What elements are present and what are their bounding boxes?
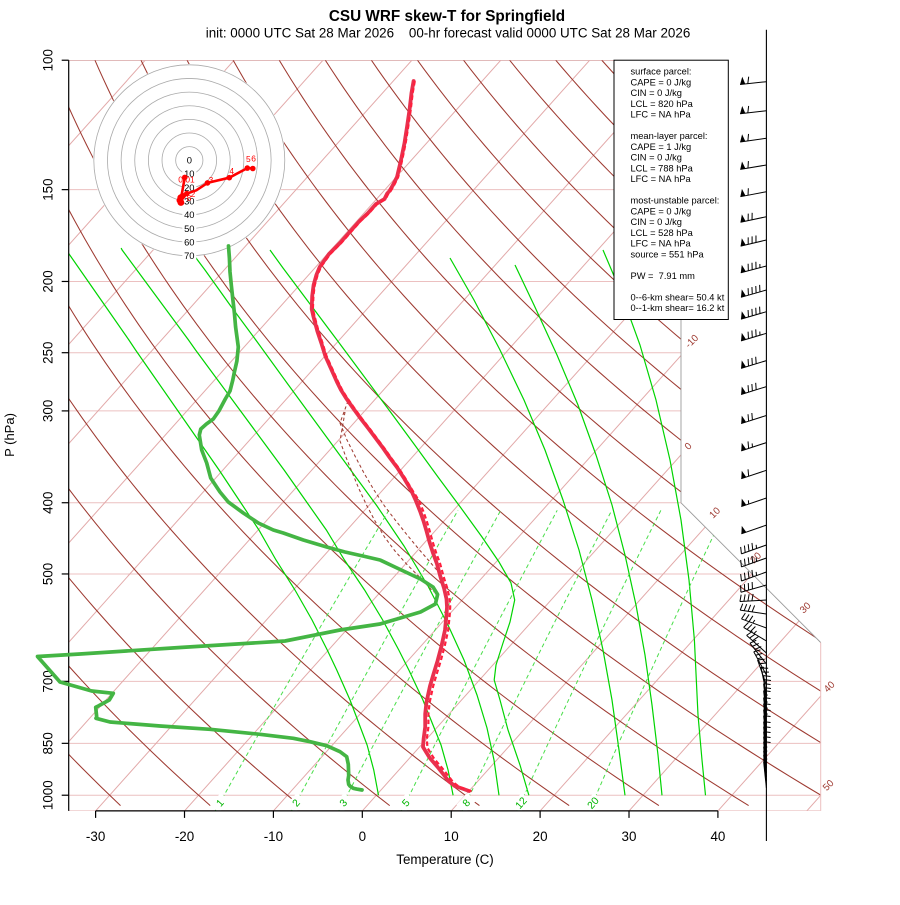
svg-text:LFC = NA hPa: LFC = NA hPa [631, 110, 692, 120]
svg-text:CAPE = 0 J/kg: CAPE = 0 J/kg [631, 206, 692, 216]
svg-text:LCL = 528 hPa: LCL = 528 hPa [631, 228, 694, 238]
svg-text:40: 40 [710, 829, 725, 844]
svg-text:LFC = NA hPa: LFC = NA hPa [631, 174, 692, 184]
svg-text:init: 0000 UTC Sat 28 Mar 2026: init: 0000 UTC Sat 28 Mar 2026 00-hr for… [206, 26, 691, 41]
svg-text:500: 500 [41, 563, 56, 585]
svg-text:0: 0 [178, 174, 183, 184]
svg-text:300: 300 [41, 400, 56, 422]
svg-text:source = 551 hPa: source = 551 hPa [631, 249, 705, 259]
svg-text:8: 8 [187, 193, 192, 203]
svg-text:150: 150 [41, 178, 56, 200]
svg-text:0--1-km shear= 16.2 kt: 0--1-km shear= 16.2 kt [631, 303, 725, 313]
svg-text:surface parcel:: surface parcel: [631, 67, 692, 77]
svg-text:-30: -30 [86, 829, 105, 844]
svg-text:mean-layer parcel:: mean-layer parcel: [631, 131, 708, 141]
svg-text:LCL = 788 hPa: LCL = 788 hPa [631, 163, 694, 173]
svg-text:30: 30 [622, 829, 637, 844]
svg-text:3: 3 [209, 175, 214, 185]
svg-text:6: 6 [251, 154, 256, 164]
svg-text:400: 400 [41, 492, 56, 514]
svg-text:01: 01 [185, 174, 195, 184]
svg-text:PW = 7.91 mm: PW = 7.91 mm [631, 271, 696, 281]
svg-text:CSU WRF skew-T for Springfield: CSU WRF skew-T for Springfield [329, 8, 565, 25]
svg-text:-10: -10 [264, 829, 283, 844]
svg-text:0: 0 [187, 155, 192, 166]
svg-text:most-unstable parcel:: most-unstable parcel: [631, 196, 720, 206]
svg-text:0: 0 [359, 829, 366, 844]
svg-text:250: 250 [41, 342, 56, 364]
svg-text:10: 10 [444, 829, 459, 844]
svg-text:Temperature (C): Temperature (C) [396, 852, 493, 867]
svg-text:70: 70 [184, 250, 194, 261]
svg-text:20: 20 [533, 829, 548, 844]
svg-text:60: 60 [184, 236, 194, 247]
svg-text:CAPE = 0 J/kg: CAPE = 0 J/kg [631, 77, 692, 87]
svg-text:LFC = NA hPa: LFC = NA hPa [631, 239, 692, 249]
svg-text:200: 200 [41, 270, 56, 292]
svg-text:0--6-km shear= 50.4 kt: 0--6-km shear= 50.4 kt [631, 292, 725, 302]
svg-text:4: 4 [229, 166, 234, 176]
svg-text:50: 50 [184, 223, 194, 234]
svg-text:CAPE = 1 J/kg: CAPE = 1 J/kg [631, 142, 692, 152]
svg-text:40: 40 [184, 209, 194, 220]
svg-text:2: 2 [191, 189, 196, 199]
svg-text:850: 850 [41, 732, 56, 754]
svg-text:P (hPa): P (hPa) [2, 413, 17, 457]
svg-text:1000: 1000 [41, 780, 56, 810]
svg-text:5: 5 [246, 154, 251, 164]
svg-text:CIN = 0 J/kg: CIN = 0 J/kg [631, 153, 682, 163]
svg-text:CIN = 0 J/kg: CIN = 0 J/kg [631, 217, 682, 227]
svg-text:CIN = 0 J/kg: CIN = 0 J/kg [631, 88, 682, 98]
svg-text:100: 100 [41, 49, 56, 71]
svg-text:-20: -20 [175, 829, 194, 844]
svg-text:LCL = 820 hPa: LCL = 820 hPa [631, 99, 694, 109]
